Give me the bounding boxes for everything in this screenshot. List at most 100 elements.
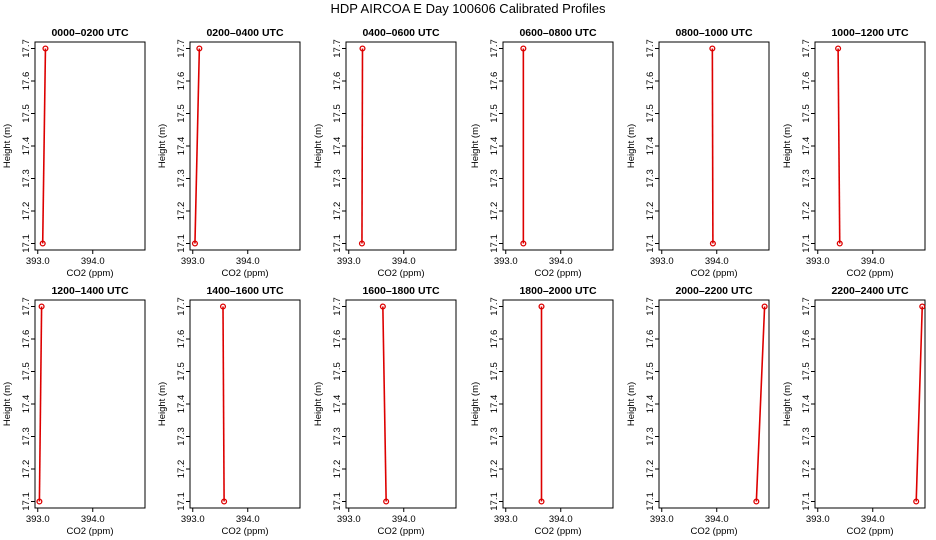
y-tick-label: 17.7 <box>176 297 187 316</box>
y-tick-label: 17.7 <box>801 39 812 58</box>
y-tick-label: 17.1 <box>489 492 500 511</box>
y-tick-label: 17.1 <box>801 492 812 511</box>
plot-frame <box>502 41 614 251</box>
y-tick-label: 17.2 <box>176 202 187 221</box>
y-tick-label: 17.1 <box>21 492 32 511</box>
y-tick-label: 17.4 <box>21 137 32 156</box>
x-tick-label: 394.0 <box>392 256 416 267</box>
y-tick-label: 17.6 <box>489 330 500 349</box>
plot-frame <box>658 41 770 251</box>
y-tick-label: 17.6 <box>489 72 500 91</box>
y-tick-label: 17.7 <box>801 297 812 316</box>
panel-title: 1800–2000 UTC <box>519 285 596 297</box>
y-tick-label: 17.1 <box>645 234 656 253</box>
profile-point <box>538 498 545 505</box>
profile-line <box>41 48 47 244</box>
y-tick-label: 17.5 <box>332 362 343 381</box>
y-tick-label: 17.3 <box>645 169 656 188</box>
x-tick-label: 393.0 <box>650 256 674 267</box>
y-tick-label: 17.6 <box>332 330 343 349</box>
x-tick-label: 393.0 <box>26 256 50 267</box>
y-tick-label: 17.1 <box>21 234 32 253</box>
plot-frame <box>502 299 614 509</box>
profile-panel: 0400–0600 UTC 393.0 394.0 17.1 17.2 17.3 17.4 1… <box>313 27 457 279</box>
profile-panel: 0600–0800 UTC 393.0 394.0 17.1 17.2 17.3 17.4 1… <box>470 27 614 279</box>
y-tick-label: 17.2 <box>645 202 656 221</box>
profile-panel: 1400–1600 UTC 393.0 394.0 17.1 17.2 17.3 17.4 1… <box>157 285 301 537</box>
x-tick-label: 394.0 <box>81 514 105 525</box>
x-axis-label: CO2 (ppm) <box>691 526 738 537</box>
y-tick-label: 17.3 <box>489 427 500 446</box>
y-axis-label: Height (m) <box>782 382 793 426</box>
y-tick-label: 17.6 <box>801 72 812 91</box>
profile-point <box>709 240 716 247</box>
y-tick-label: 17.1 <box>489 234 500 253</box>
profile-panel: 0800–1000 UTC 393.0 394.0 17.1 17.2 17.3 17.4 1… <box>626 27 770 279</box>
profile-panel: 0000–0200 UTC 393.0 394.0 17.1 17.2 17.3 17.4 1… <box>2 27 146 279</box>
y-tick-label: 17.2 <box>332 202 343 221</box>
y-tick-label: 17.4 <box>332 395 343 414</box>
y-tick-label: 17.4 <box>801 137 812 156</box>
profile-line <box>194 48 201 244</box>
y-tick-label: 17.6 <box>801 330 812 349</box>
panel-title: 1400–1600 UTC <box>206 285 283 297</box>
x-tick-label: 393.0 <box>806 256 830 267</box>
y-tick-label: 17.3 <box>489 169 500 188</box>
y-axis-label: Height (m) <box>313 124 324 168</box>
profile-point <box>39 240 46 247</box>
y-tick-label: 17.1 <box>645 492 656 511</box>
y-tick-label: 17.7 <box>489 297 500 316</box>
profile-point <box>753 498 760 505</box>
y-tick-label: 17.4 <box>332 137 343 156</box>
y-tick-label: 17.6 <box>21 72 32 91</box>
y-tick-label: 17.3 <box>801 169 812 188</box>
x-tick-label: 394.0 <box>861 256 885 267</box>
y-tick-label: 17.7 <box>645 39 656 58</box>
y-tick-label: 17.5 <box>332 104 343 123</box>
figure-title: HDP AIRCOA E Day 100606 Calibrated Profi… <box>330 1 606 16</box>
y-tick-label: 17.7 <box>332 297 343 316</box>
y-axis-label: Height (m) <box>157 124 168 168</box>
y-tick-label: 17.1 <box>801 234 812 253</box>
x-axis-label: CO2 (ppm) <box>222 526 269 537</box>
x-axis-label: CO2 (ppm) <box>535 526 582 537</box>
y-tick-label: 17.6 <box>645 330 656 349</box>
x-tick-label: 393.0 <box>337 256 361 267</box>
x-axis-label: CO2 (ppm) <box>222 268 269 279</box>
panel-title: 2000–2200 UTC <box>675 285 752 297</box>
y-tick-label: 17.5 <box>801 362 812 381</box>
y-tick-label: 17.7 <box>645 297 656 316</box>
plot-frame <box>34 299 146 509</box>
y-tick-label: 17.5 <box>645 104 656 123</box>
x-tick-label: 393.0 <box>494 256 518 267</box>
y-axis-label: Height (m) <box>626 124 637 168</box>
y-axis-label: Height (m) <box>470 382 481 426</box>
plot-frame <box>814 299 926 509</box>
plot-frame <box>658 299 770 509</box>
x-tick-label: 394.0 <box>861 514 885 525</box>
profile-point <box>379 303 386 310</box>
plot-frame <box>189 299 301 509</box>
panel-title: 0400–0600 UTC <box>362 27 439 39</box>
x-axis-label: CO2 (ppm) <box>847 268 894 279</box>
profile-point <box>221 498 228 505</box>
profile-point <box>36 498 43 505</box>
y-tick-label: 17.1 <box>176 234 187 253</box>
profile-panel: 2000–2200 UTC 393.0 394.0 17.1 17.2 17.3 17.4 1… <box>626 285 770 537</box>
y-tick-label: 17.6 <box>645 72 656 91</box>
x-tick-label: 394.0 <box>236 514 260 525</box>
x-axis-label: CO2 (ppm) <box>535 268 582 279</box>
profile-point <box>358 240 366 247</box>
y-tick-label: 17.4 <box>801 395 812 414</box>
profile-line <box>222 306 225 502</box>
profile-point <box>38 303 45 310</box>
profile-panel: 1600–1800 UTC 393.0 394.0 17.1 17.2 17.3 17.4 1… <box>313 285 457 537</box>
y-tick-label: 17.3 <box>21 427 32 446</box>
y-tick-label: 17.1 <box>332 234 343 253</box>
x-tick-label: 393.0 <box>26 514 50 525</box>
panel-title: 1200–1400 UTC <box>51 285 128 297</box>
y-axis-label: Height (m) <box>2 382 13 426</box>
profile-line <box>837 48 841 244</box>
